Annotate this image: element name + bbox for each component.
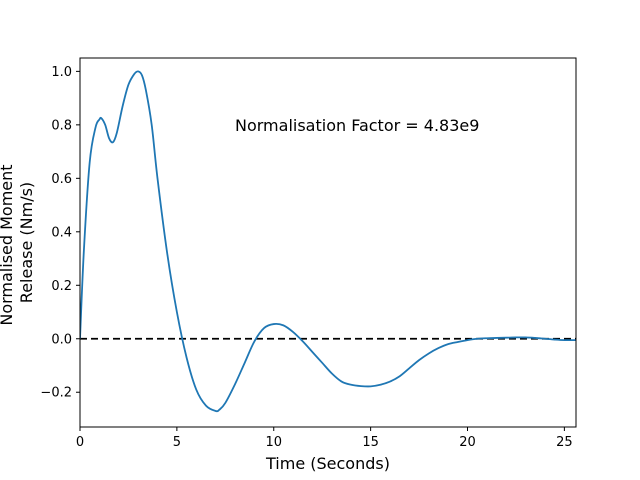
y-axis-ticks: −0.2 0.0 0.2 0.4 0.6 0.8 1.0 (40, 65, 80, 401)
y-tick-label: 0.0 (51, 332, 72, 347)
plot-area (80, 70, 576, 413)
y-tick-label: 1.0 (51, 65, 72, 80)
y-tick-label: 0.8 (51, 118, 72, 133)
x-axis-ticks: 0 5 10 15 20 25 (76, 427, 573, 450)
x-axis-label: Time (Seconds) (265, 454, 390, 473)
axes-frame (79, 57, 577, 428)
x-tick-label: 5 (173, 435, 181, 450)
y-axis-label: Normalised Moment Release (Nm/s) (0, 159, 36, 325)
normalisation-annotation: Normalisation Factor = 4.83e9 (235, 116, 479, 135)
y-tick-label: 0.6 (51, 172, 72, 187)
x-tick-label: 25 (556, 435, 573, 450)
y-tick-label: −0.2 (40, 386, 72, 401)
x-tick-label: 0 (76, 435, 84, 450)
y-axis-label-line-1: Normalised Moment (0, 164, 16, 325)
x-tick-label: 15 (362, 435, 379, 450)
x-tick-label: 10 (265, 435, 282, 450)
series-line-0 (80, 70, 576, 413)
x-tick-label: 20 (459, 435, 476, 450)
y-tick-label: 0.2 (51, 279, 72, 294)
y-tick-label: 0.4 (51, 225, 72, 240)
y-axis-label-line-2: Release (Nm/s) (17, 182, 36, 303)
